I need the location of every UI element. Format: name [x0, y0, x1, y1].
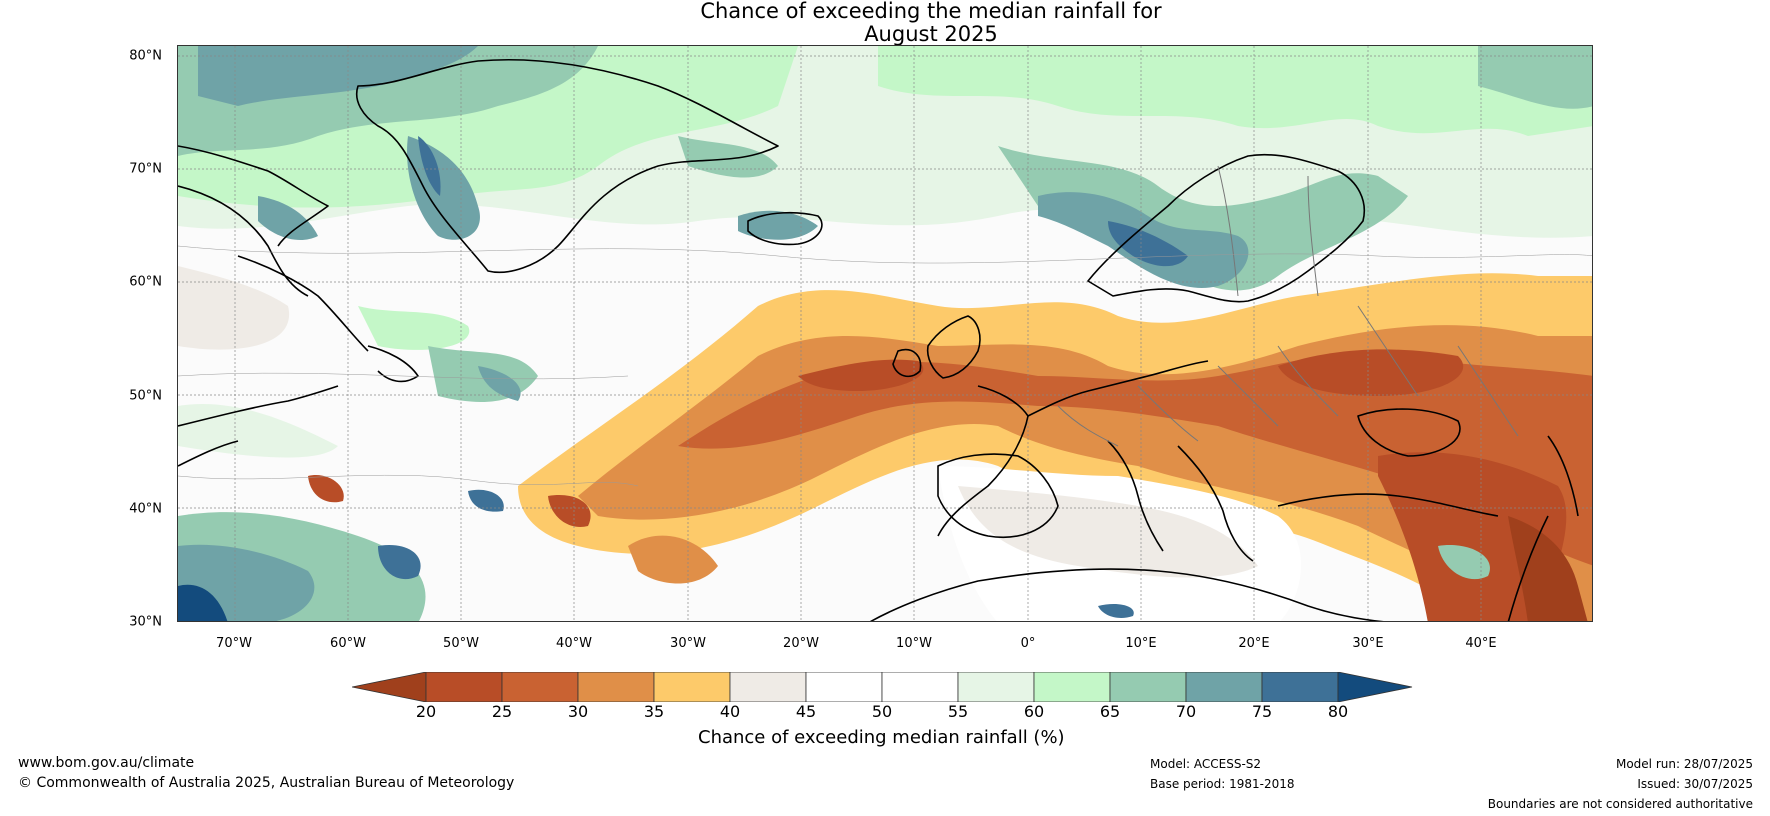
colorbar-tick-label: 80 — [1327, 702, 1349, 721]
model-text: Model: ACCESS-S2 — [1150, 757, 1262, 771]
lon-label-30w: 30°W — [670, 636, 706, 651]
colorbar-segment — [729, 672, 807, 702]
colorbar-tick-label: 40 — [719, 702, 741, 721]
lon-label-50w: 50°W — [443, 636, 479, 651]
colorbar-tick-label: 25 — [491, 702, 513, 721]
colorbar-tick-label: 35 — [643, 702, 665, 721]
model-run-text: Model run: 28/07/2025 — [1615, 757, 1753, 771]
lat-label-70n: 70°N — [129, 161, 162, 177]
colorbar — [352, 672, 1413, 702]
colorbar-segment — [1109, 672, 1187, 702]
title-line-1: Chance of exceeding the median rainfall … — [700, 0, 1162, 23]
lat-label-40n: 40°N — [129, 501, 162, 517]
colorbar-segment — [425, 672, 503, 702]
disclaimer-text: Boundaries are not considered authoritat… — [1487, 797, 1753, 811]
colorbar-tick-label: 75 — [1251, 702, 1273, 721]
base-period-text: Base period: 1981-2018 — [1150, 777, 1295, 791]
issued-text: Issued: 30/07/2025 — [1637, 777, 1753, 791]
colorbar-extend-high — [1337, 672, 1413, 702]
lat-label-30n: 30°N — [129, 614, 162, 630]
rainfall-map — [177, 45, 1593, 622]
map-title: Chance of exceeding the median rainfall … — [0, 0, 1770, 46]
colorbar-tick-label: 65 — [1099, 702, 1121, 721]
colorbar-tick-label: 30 — [567, 702, 589, 721]
rainfall-map-canvas — [178, 46, 1592, 621]
colorbar-tick-label: 45 — [795, 702, 817, 721]
colorbar-tick-label: 55 — [947, 702, 969, 721]
colorbar-segment — [1261, 672, 1339, 702]
colorbar-tick-label: 60 — [1023, 702, 1045, 721]
lon-label-60w: 60°W — [330, 636, 366, 651]
lon-label-40e: 40°E — [1465, 636, 1497, 651]
colorbar-segment — [805, 672, 883, 702]
copyright-text: © Commonwealth of Australia 2025, Austra… — [18, 775, 515, 791]
title-line-2: August 2025 — [864, 22, 998, 46]
colorbar-segment — [957, 672, 1035, 702]
lat-label-80n: 80°N — [129, 48, 162, 64]
colorbar-segment — [881, 672, 959, 702]
colorbar-extend-low — [352, 672, 427, 702]
lon-label-70w: 70°W — [216, 636, 252, 651]
lat-label-50n: 50°N — [129, 388, 162, 404]
lon-label-30e: 30°E — [1352, 636, 1384, 651]
colorbar-segment — [501, 672, 579, 702]
colorbar-segment — [1033, 672, 1111, 702]
lon-label-0: 0° — [1020, 636, 1036, 651]
colorbar-segment — [1185, 672, 1263, 702]
colorbar-segment — [653, 672, 731, 702]
lon-label-10w: 10°W — [896, 636, 932, 651]
colorbar-label: Chance of exceeding median rainfall (%) — [698, 727, 1065, 748]
colorbar-segment — [577, 672, 655, 702]
colorbar-tick-label: 70 — [1175, 702, 1197, 721]
lon-label-20w: 20°W — [783, 636, 819, 651]
lon-label-10e: 10°E — [1125, 636, 1157, 651]
colorbar-tick-label: 20 — [415, 702, 437, 721]
lon-label-20e: 20°E — [1238, 636, 1270, 651]
lon-label-40w: 40°W — [556, 636, 592, 651]
website-text: www.bom.gov.au/climate — [18, 755, 195, 771]
lat-label-60n: 60°N — [129, 274, 162, 290]
colorbar-tick-label: 50 — [871, 702, 893, 721]
